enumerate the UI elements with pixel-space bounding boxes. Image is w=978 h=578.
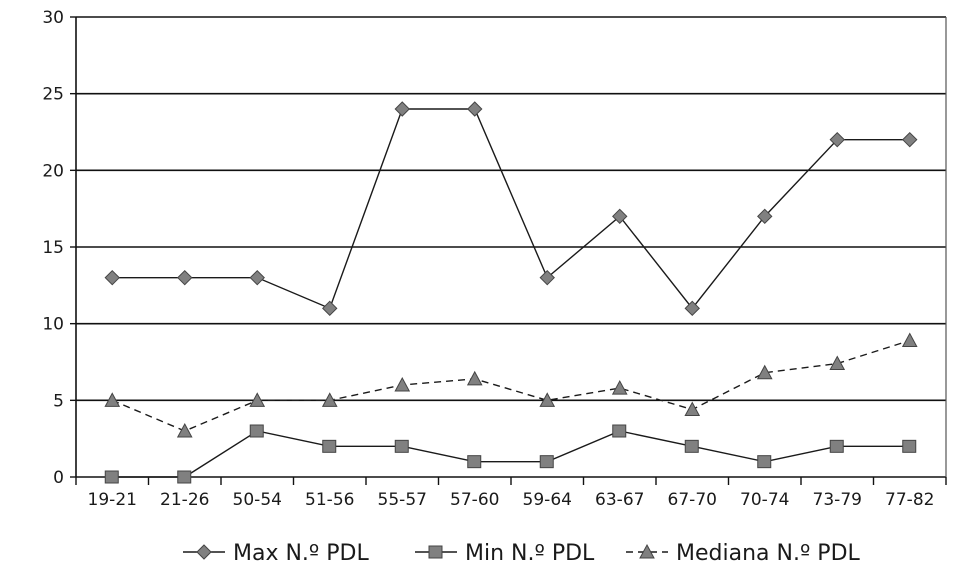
data-point-diamond [757, 208, 773, 225]
data-point-square [539, 455, 554, 469]
x-tick-label: 59-64 [523, 490, 572, 510]
x-tick-label: 67-70 [668, 490, 717, 510]
data-point-square [829, 439, 844, 453]
x-tick-label: 51-56 [305, 490, 354, 510]
data-point-diamond [829, 131, 845, 148]
data-point-triangle [394, 376, 411, 392]
x-tick-label: 77-82 [885, 490, 934, 510]
data-point-triangle [539, 392, 556, 407]
y-tick-label: 25 [42, 85, 64, 105]
x-tick-label: 57-60 [450, 490, 499, 510]
y-tick-label: 20 [42, 161, 64, 181]
data-point-diamond [177, 269, 193, 286]
series-line-1 [112, 430, 910, 478]
series-line-0 [112, 108, 910, 310]
y-axis-ticks: 0 5 10 15 20 25 30 [42, 8, 76, 488]
data-point-square [757, 455, 772, 469]
legend-entry-label: Mediana N.º PDL [676, 541, 861, 566]
data-point-triangle [249, 392, 266, 407]
data-point-diamond [249, 269, 265, 286]
data-point-triangle [829, 355, 846, 371]
data-point-triangle [684, 401, 701, 417]
x-tick-label: 55-57 [378, 490, 427, 510]
x-tick-label: 63-67 [595, 490, 644, 510]
legend-entry-label: Min N.º PDL [465, 541, 595, 566]
data-point-triangle [756, 364, 773, 380]
data-point-diamond [539, 269, 555, 286]
y-tick-label: 30 [42, 8, 64, 28]
data-point-square [104, 470, 119, 484]
y-tick-label: 0 [53, 468, 64, 488]
data-point-triangle [466, 370, 483, 386]
x-tick-label: 73-79 [813, 490, 862, 510]
x-tick-label: 19-21 [88, 490, 137, 510]
data-point-square [467, 455, 482, 469]
x-tick-label: 21-26 [160, 490, 209, 510]
data-point-triangle [611, 380, 628, 395]
y-tick-label: 5 [53, 391, 64, 411]
legend-entry-label: Max N.º PDL [233, 541, 369, 566]
data-point-triangle [176, 422, 193, 438]
series-markers [104, 101, 918, 484]
series-lines [111, 108, 910, 478]
gridlines [76, 16, 946, 402]
legend: Max N.º PDL Min N.º PDL Mediana N.º PDL [183, 541, 861, 566]
data-point-square [612, 424, 627, 438]
legend-swatch-marker [428, 545, 443, 559]
data-point-diamond [322, 300, 338, 317]
legend-swatch-marker [639, 543, 655, 559]
data-point-square [249, 424, 264, 438]
data-point-square [394, 439, 409, 453]
data-point-diamond [104, 269, 120, 286]
data-point-diamond [394, 101, 410, 117]
data-point-diamond [467, 101, 483, 117]
data-point-triangle [104, 392, 121, 407]
legend-swatch-marker [196, 544, 212, 560]
y-tick-label: 10 [42, 315, 64, 335]
data-point-diamond [684, 300, 700, 317]
data-point-diamond [612, 208, 628, 225]
x-tick-label: 50-54 [233, 490, 282, 510]
data-point-square [322, 439, 337, 453]
data-point-square [177, 470, 192, 484]
data-point-triangle [321, 392, 338, 407]
data-point-triangle [901, 332, 918, 348]
x-tick-label: 70-74 [740, 490, 789, 510]
x-axis-ticks: 19-21 21-26 50-54 51-56 55-57 57-60 59-64 63-67… [75, 477, 947, 510]
series-line-2 [111, 339, 910, 432]
data-point-diamond [902, 131, 918, 148]
data-point-square [684, 439, 699, 453]
data-point-square [902, 439, 917, 453]
y-tick-label: 15 [42, 238, 64, 258]
